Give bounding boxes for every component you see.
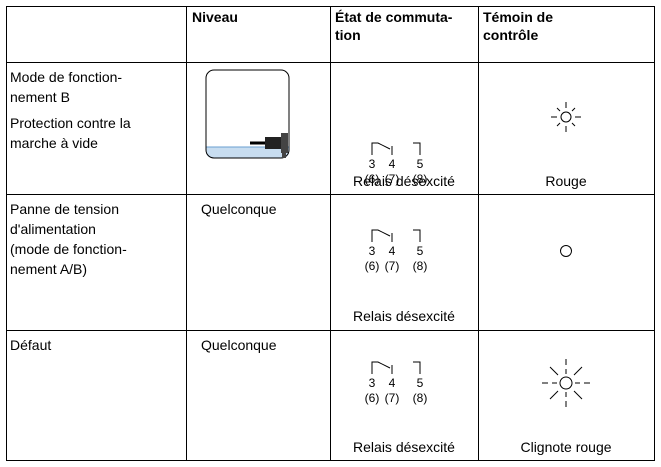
- table-grid: [6, 6, 655, 461]
- header-cell: Niveau: [192, 9, 238, 25]
- level-text: Quelconque: [201, 201, 277, 217]
- terminal-label: 5: [417, 157, 424, 171]
- condition-text: (mode de fonction-: [10, 241, 127, 257]
- condition-text: Défaut: [10, 337, 52, 353]
- condition-text: Protection contre la: [10, 115, 131, 131]
- terminal-label: 3: [369, 157, 376, 171]
- state-text: Relais désexcité: [353, 173, 455, 189]
- indicator-text: Rouge: [545, 173, 587, 189]
- condition-text: nement A/B): [10, 261, 88, 277]
- condition-text: d'alimentation: [10, 221, 96, 237]
- terminal-label: 4: [389, 244, 396, 258]
- relay-contact: [371, 361, 421, 374]
- relay-contact: [371, 229, 421, 242]
- header-cell: Témoin de: [483, 9, 554, 25]
- terminal-label: (8): [413, 391, 428, 405]
- indicator-text: Clignote rouge: [520, 439, 612, 455]
- terminal-label: 5: [417, 244, 424, 258]
- condition-text: nement B: [10, 89, 70, 105]
- terminal-label: (7): [385, 259, 400, 273]
- condition-text: Panne de tension: [10, 201, 119, 217]
- relay-symbol: 3 4 5 (6) (7) (8): [365, 361, 428, 405]
- tank-icon: [205, 69, 290, 159]
- level-text: Quelconque: [201, 337, 277, 353]
- terminal-label: (7): [385, 391, 400, 405]
- terminal-label: (8): [413, 172, 428, 186]
- relay-contact: [371, 142, 421, 155]
- terminal-label: (6): [365, 172, 380, 186]
- terminal-label: 4: [389, 157, 396, 171]
- terminal-label: (8): [413, 259, 428, 273]
- terminal-label: 3: [369, 244, 376, 258]
- terminal-label: (6): [365, 391, 380, 405]
- terminal-label: (6): [365, 259, 380, 273]
- terminal-label: (7): [385, 172, 400, 186]
- terminal-label: 4: [389, 376, 396, 390]
- relay-symbol: 3 4 5 (6) (7) (8): [365, 142, 428, 186]
- header-cell: État de commuta-: [335, 9, 453, 25]
- header-cell: contrôle: [483, 27, 539, 43]
- terminal-label: 3: [369, 376, 376, 390]
- terminal-label: 5: [417, 376, 424, 390]
- condition-text: marche à vide: [10, 135, 98, 151]
- condition-text: Mode de fonction-: [10, 69, 123, 85]
- indicator-icons: [542, 102, 590, 407]
- state-text: Relais désexcité: [353, 308, 455, 324]
- relay-symbol: 3 4 5 (6) (7) (8): [365, 229, 428, 273]
- header-cell: tion: [335, 27, 361, 43]
- state-text: Relais désexcité: [353, 439, 455, 455]
